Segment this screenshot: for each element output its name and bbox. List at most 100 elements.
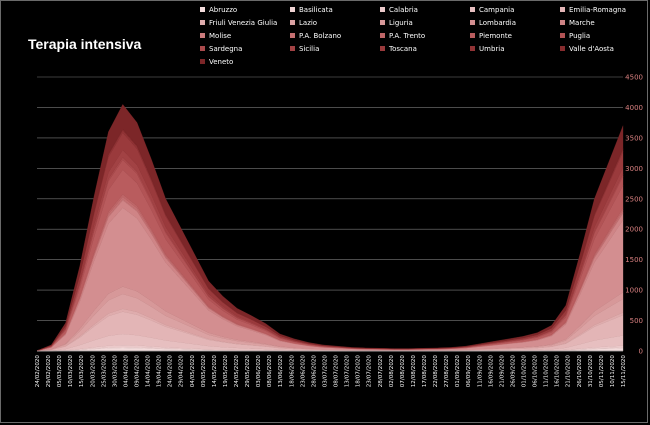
x-tick-label: 16/10/2020 — [555, 355, 561, 388]
legend-label: Lombardia — [479, 19, 517, 27]
x-tick-label: 15/03/2020 — [79, 355, 85, 388]
x-tick-label: 13/07/2020 — [345, 355, 351, 388]
legend-swatch — [470, 46, 475, 51]
x-tick-label: 02/08/2020 — [389, 355, 395, 388]
legend-swatch — [560, 20, 565, 25]
x-tick-label: 29/05/2020 — [245, 355, 251, 388]
y-tick-label: 3500 — [625, 134, 643, 142]
x-tick-label: 05/11/2020 — [599, 355, 605, 388]
y-tick-label: 1000 — [625, 287, 643, 295]
legend-label: Valle d'Aosta — [569, 45, 614, 53]
x-tick-label: 11/09/2020 — [477, 355, 483, 388]
legend-swatch — [560, 7, 565, 12]
legend-swatch — [200, 20, 205, 25]
x-tick-label: 27/08/2020 — [444, 355, 450, 388]
x-tick-label: 09/05/2020 — [201, 355, 207, 388]
x-tick-label: 29/02/2020 — [46, 355, 52, 388]
y-tick-label: 2000 — [625, 226, 643, 234]
x-tick-label: 03/07/2020 — [322, 355, 328, 388]
y-tick-label: 1500 — [625, 256, 643, 264]
x-tick-label: 08/06/2020 — [267, 355, 273, 388]
legend-label: P.A. Bolzano — [299, 32, 342, 40]
x-tick-label: 12/08/2020 — [411, 355, 417, 388]
y-tick-label: 2500 — [625, 195, 643, 203]
x-tick-label: 20/03/2020 — [90, 355, 96, 388]
legend-label: Abruzzo — [209, 6, 238, 14]
legend-label: Calabria — [389, 6, 418, 14]
legend-label: Molise — [209, 32, 232, 40]
x-tick-label: 21/09/2020 — [499, 355, 505, 388]
legend-swatch — [380, 20, 385, 25]
x-tick-label: 16/09/2020 — [488, 355, 494, 388]
legend-swatch — [470, 7, 475, 12]
x-tick-label: 29/04/2020 — [179, 355, 185, 388]
x-tick-label: 06/10/2020 — [533, 355, 539, 388]
legend-label: Puglia — [569, 32, 591, 40]
legend-swatch — [200, 59, 205, 64]
legend-label: Toscana — [389, 45, 417, 53]
legend-label: Liguria — [389, 19, 413, 27]
x-tick-label: 18/07/2020 — [356, 355, 362, 388]
legend-swatch — [290, 33, 295, 38]
x-tick-label: 24/02/2020 — [35, 355, 41, 388]
x-tick-label: 13/06/2020 — [278, 355, 284, 388]
x-tick-label: 05/03/2020 — [57, 355, 63, 388]
legend-label: Lazio — [299, 19, 318, 27]
x-tick-label: 23/07/2020 — [367, 355, 373, 388]
legend-swatch — [560, 46, 565, 51]
legend-label: Marche — [569, 19, 595, 27]
legend-swatch — [200, 33, 205, 38]
x-tick-label: 03/06/2020 — [256, 355, 262, 388]
legend-label: Sardegna — [209, 45, 243, 53]
x-tick-label: 06/09/2020 — [466, 355, 472, 388]
y-tick-label: 4000 — [625, 104, 643, 112]
x-tick-label: 01/10/2020 — [521, 355, 527, 388]
x-tick-label: 08/07/2020 — [334, 355, 340, 388]
x-tick-label: 14/04/2020 — [146, 355, 152, 388]
y-tick-label: 3000 — [625, 165, 643, 173]
chart-title: Terapia intensiva — [28, 36, 142, 52]
legend-swatch — [470, 33, 475, 38]
legend-label: Piemonte — [479, 32, 512, 40]
x-tick-label: 19/05/2020 — [223, 355, 229, 388]
x-tick-label: 22/08/2020 — [433, 355, 439, 388]
y-tick-label: 0 — [639, 348, 643, 356]
x-tick-label: 17/08/2020 — [422, 355, 428, 388]
legend-label: P.A. Trento — [389, 32, 426, 40]
x-tick-label: 31/10/2020 — [588, 355, 594, 388]
x-tick-label: 19/04/2020 — [157, 355, 163, 388]
x-tick-label: 01/09/2020 — [455, 355, 461, 388]
x-tick-label: 04/04/2020 — [123, 355, 129, 388]
x-tick-label: 10/11/2020 — [610, 355, 616, 388]
x-tick-label: 07/08/2020 — [400, 355, 406, 388]
y-tick-label: 4500 — [625, 74, 643, 82]
x-tick-label: 26/09/2020 — [510, 355, 516, 388]
x-tick-label: 15/11/2020 — [621, 355, 627, 388]
legend-label: Emilia-Romagna — [569, 6, 627, 14]
legend-label: Basilicata — [299, 6, 333, 14]
legend-swatch — [290, 20, 295, 25]
x-tick-label: 04/05/2020 — [190, 355, 196, 388]
x-tick-label: 28/07/2020 — [378, 355, 384, 388]
legend-label: Umbria — [479, 45, 505, 53]
x-tick-label: 26/10/2020 — [577, 355, 583, 388]
x-tick-label: 09/04/2020 — [135, 355, 141, 388]
x-tick-label: 11/10/2020 — [544, 355, 550, 388]
legend-swatch — [200, 7, 205, 12]
x-tick-label: 23/06/2020 — [300, 355, 306, 388]
x-tick-label: 24/05/2020 — [234, 355, 240, 388]
legend-label: Sicilia — [299, 45, 320, 53]
legend-swatch — [380, 33, 385, 38]
legend-label: Friuli Venezia Giulia — [209, 19, 278, 27]
x-tick-label: 21/10/2020 — [566, 355, 572, 388]
legend-swatch — [200, 46, 205, 51]
x-tick-label: 25/03/2020 — [101, 355, 107, 388]
x-tick-label: 30/03/2020 — [112, 355, 118, 388]
x-tick-label: 24/04/2020 — [168, 355, 174, 388]
x-tick-label: 28/06/2020 — [311, 355, 317, 388]
legend-label: Veneto — [209, 58, 234, 66]
x-tick-label: 10/03/2020 — [68, 355, 74, 388]
area-series-veneto — [36, 104, 624, 351]
